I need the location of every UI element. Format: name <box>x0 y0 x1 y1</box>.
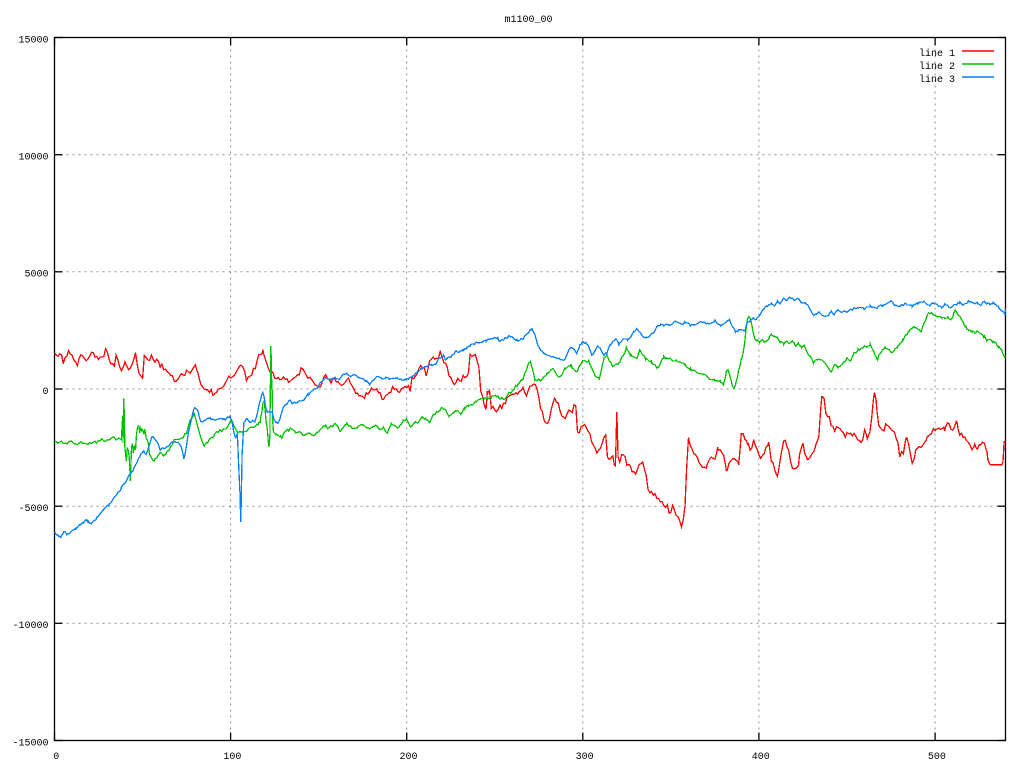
svg-text:100: 100 <box>223 752 241 763</box>
svg-text:300: 300 <box>576 752 594 763</box>
svg-text:line 1: line 1 <box>919 48 955 60</box>
svg-text:10000: 10000 <box>18 153 48 164</box>
svg-text:0: 0 <box>53 752 59 763</box>
svg-text:200: 200 <box>399 752 417 763</box>
svg-text:5000: 5000 <box>24 270 48 281</box>
svg-text:400: 400 <box>752 752 770 763</box>
svg-text:-10000: -10000 <box>12 621 48 632</box>
svg-text:15000: 15000 <box>18 35 48 46</box>
svg-text:line 3: line 3 <box>919 74 955 86</box>
svg-text:-5000: -5000 <box>18 504 48 515</box>
svg-text:m1100_00: m1100_00 <box>504 15 552 26</box>
svg-text:line 2: line 2 <box>919 61 955 73</box>
svg-text:500: 500 <box>928 752 946 763</box>
svg-text:-15000: -15000 <box>12 738 48 749</box>
svg-text:0: 0 <box>42 387 48 398</box>
